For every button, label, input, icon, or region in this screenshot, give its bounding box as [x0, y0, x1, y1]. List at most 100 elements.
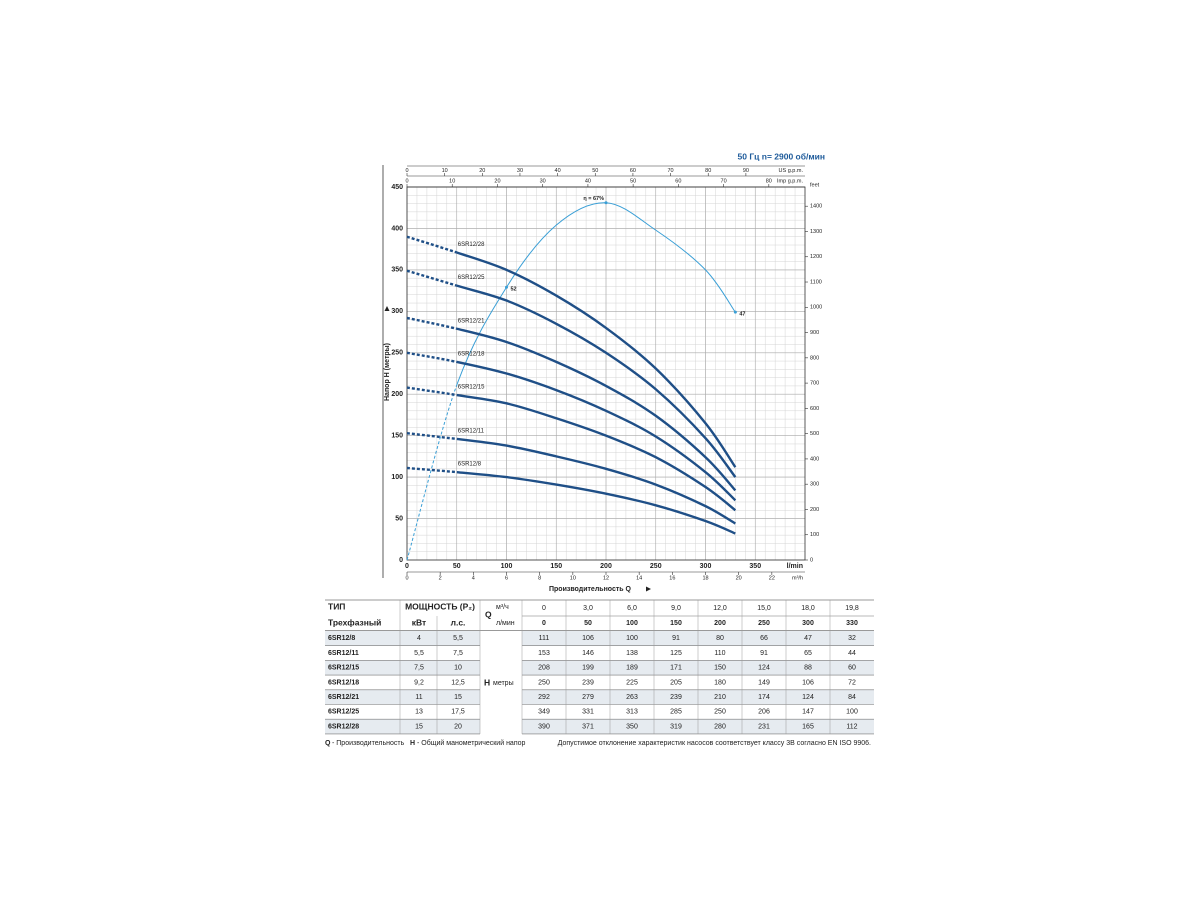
table-value: 279: [582, 694, 594, 701]
table-hp: 10: [454, 665, 462, 672]
table-hp: 15: [454, 694, 462, 701]
table-value: 319: [670, 723, 682, 730]
table-value: 210: [714, 694, 726, 701]
table-unit: метры: [493, 680, 514, 687]
series-label: 6SR12/15: [458, 385, 485, 391]
row-shade: [325, 719, 480, 734]
secondary-tick-label: 18: [702, 575, 708, 581]
y2-tick-label: 700: [810, 381, 819, 387]
y2-tick-label: 1100: [810, 279, 822, 285]
y2-tick-label: 400: [810, 456, 819, 462]
table-q-lmin: 50: [584, 620, 592, 627]
table-value: 171: [670, 665, 682, 672]
y2-tick-label: 1300: [810, 229, 822, 235]
y-tick-label: 150: [391, 433, 403, 440]
y2-unit: feet: [810, 182, 820, 188]
table-value: 44: [848, 650, 856, 657]
y2-tick-label: 1400: [810, 204, 822, 210]
efficiency-point: [505, 285, 508, 289]
y2-tick-label: 1200: [810, 254, 822, 260]
y2-tick-label: 200: [810, 507, 819, 513]
table-value: 72: [848, 679, 856, 686]
x-tick-label: 0: [405, 563, 409, 570]
table-value: 250: [714, 709, 726, 716]
secondary-tick-label: 0: [405, 178, 408, 184]
secondary-tick-label: 80: [766, 178, 772, 184]
table-unit: м³/ч: [496, 604, 509, 611]
y-tick-label: 300: [391, 308, 403, 315]
table-value: 371: [582, 723, 594, 730]
efficiency-point: [733, 310, 737, 314]
note: Допустимое отклонение характеристик насо…: [558, 740, 871, 747]
table-unit: л/мин: [496, 620, 515, 627]
table-hp: 12,5: [451, 679, 465, 686]
note: H: [410, 740, 415, 747]
table-kw: 5,5: [414, 650, 424, 657]
secondary-tick-label: 20: [494, 178, 500, 184]
table-type: 6SR12/15: [328, 665, 359, 672]
table-value: 206: [758, 709, 770, 716]
table-hp: 5,5: [453, 635, 463, 642]
table-value: 106: [802, 679, 814, 686]
table-value: 80: [716, 635, 724, 642]
table-q-lmin: 300: [802, 620, 814, 627]
curve-dashed: [406, 386, 457, 397]
table-value: 124: [758, 665, 770, 672]
table-q-lmin: 200: [714, 620, 726, 627]
table-value: 239: [670, 694, 682, 701]
table-value: 180: [714, 679, 726, 686]
x-tick-label: 100: [501, 563, 513, 570]
table-value: 100: [846, 709, 858, 716]
table-q-m3h: 6,0: [627, 605, 637, 612]
table-q-lmin: 250: [758, 620, 770, 627]
table-value: 32: [848, 635, 856, 642]
table-value: 125: [670, 650, 682, 657]
secondary-tick-label: 20: [736, 575, 742, 581]
y2-tick-label: 600: [810, 406, 819, 412]
secondary-tick-label: 60: [675, 178, 681, 184]
table-value: 153: [538, 650, 550, 657]
table-type: 6SR12/11: [328, 650, 359, 657]
y-tick-label: 50: [395, 515, 403, 522]
note: Q: [325, 740, 331, 747]
y-tick-label: 450: [391, 184, 403, 191]
curve: [456, 437, 736, 525]
table-value: 292: [538, 694, 550, 701]
note: - Производительность: [332, 740, 405, 747]
curve: [456, 393, 737, 512]
secondary-tick-label: 4: [472, 575, 475, 581]
x-tick-label: 50: [453, 563, 461, 570]
row-shade: [325, 631, 480, 646]
table-value: 231: [758, 723, 770, 730]
secondary-tick-label: 10: [442, 168, 448, 174]
table-value: 66: [760, 635, 768, 642]
table-value: 390: [538, 723, 550, 730]
x-tick-label: 200: [600, 563, 612, 570]
curve-dashed: [406, 235, 458, 254]
arrow: [646, 586, 651, 592]
table-value: 84: [848, 694, 856, 701]
table-value: 250: [538, 679, 550, 686]
table-value: 350: [626, 723, 638, 730]
table-kw: 7,5: [414, 665, 424, 672]
table-q-m3h: 3,0: [583, 605, 593, 612]
y2-tick-label: 1000: [810, 305, 822, 311]
curve: [456, 202, 736, 386]
table-value: 208: [538, 665, 550, 672]
x-tick-label: 300: [700, 563, 712, 570]
efficiency-label: 52: [511, 287, 517, 293]
curve-dashed: [406, 384, 458, 561]
secondary-tick-label: 20: [479, 168, 485, 174]
secondary-tick-label: 14: [636, 575, 642, 581]
table-type: 6SR12/28: [328, 723, 359, 730]
efficiency-point: [604, 201, 608, 205]
series-label: 6SR12/8: [458, 462, 482, 468]
y-tick-label: 100: [391, 474, 403, 481]
table-value: 239: [582, 679, 594, 686]
table-value: 150: [714, 665, 726, 672]
table-hp: 17,5: [451, 709, 465, 716]
curve-dashed: [406, 466, 457, 474]
table-value: 47: [804, 635, 812, 642]
